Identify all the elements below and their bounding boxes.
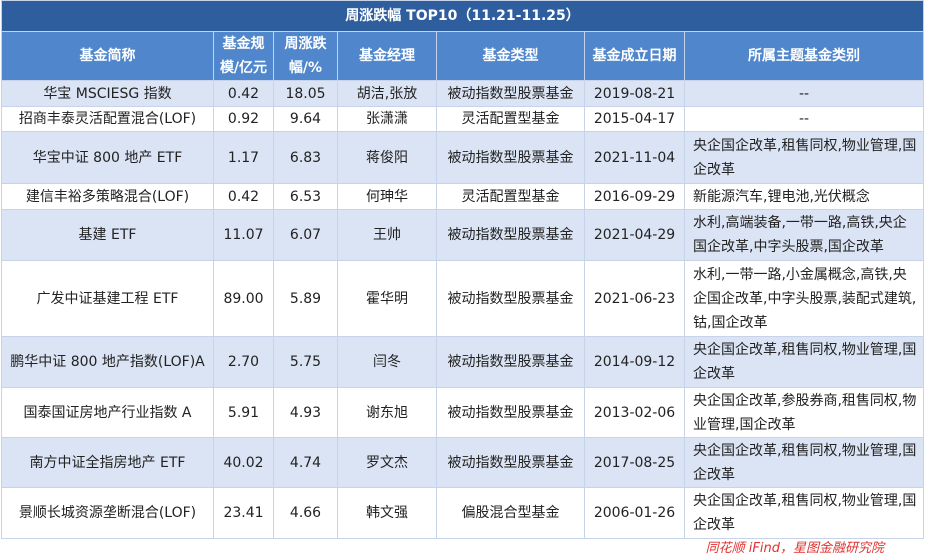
table-cell: 1.17 [213,131,274,184]
table-cell: 9.64 [273,106,338,132]
table-cell: 2013-02-06 [584,387,685,438]
table-cell: 被动指数型股票基金 [436,209,585,261]
table-cell: 2019-08-21 [584,80,685,107]
table-cell: 张潇潇 [337,106,437,132]
table-cell: 5.91 [213,387,274,438]
table-cell: 南方中证全指房地产 ETF [1,437,214,488]
table-row: 景顺长城资源垄断混合(LOF) 23.41 4.66 韩文强 偏股混合型基金 2006-0… [1,487,925,539]
table-cell: 6.07 [273,209,338,261]
table-cell: 6.83 [273,131,338,184]
header-cell: 周涨跌幅/% [273,31,338,81]
table-cell: 被动指数型股票基金 [436,336,585,388]
table-cell: 被动指数型股票基金 [436,80,585,107]
table-row: 华宝中证 800 地产 ETF 1.17 6.83 蒋俊阳 被动指数型股票基金 2021-… [1,131,925,184]
table-cell: 谢东旭 [337,387,437,438]
table-cell: 央企国企改革,参股券商,租售同权,物业管理,国企改革 [683,387,925,438]
table-row: 鹏华中证 800 地产指数(LOF)A 2.70 5.75 闫冬 被动指数型股票基金 20… [1,336,925,388]
table-cell: 新能源汽车,锂电池,光伏概念 [683,183,925,210]
table-cell: 央企国企改革,租售同权,物业管理,国企改革 [683,131,925,184]
header-cell: 基金规模/亿元 [213,31,274,81]
table-cell: 建信丰裕多策略混合(LOF) [1,183,214,210]
table-cell: 2017-08-25 [584,437,685,488]
table-cell: -- [683,106,925,132]
table-row: 广发中证基建工程 ETF 89.00 5.89 霍华明 被动指数型股票基金 2021-06… [1,260,925,337]
table-cell: 华宝 MSCIESG 指数 [1,80,214,107]
table-cell: 4.74 [273,437,338,488]
header-cell: 基金简称 [1,31,214,81]
table-cell: 鹏华中证 800 地产指数(LOF)A [1,336,214,388]
table-cell: 0.42 [213,183,274,210]
table-cell: -- [683,80,925,107]
header-cell: 所属主题基金类别 [683,31,925,81]
table-cell: 40.02 [213,437,274,488]
table-cell: 蒋俊阳 [337,131,437,184]
table-cell: 广发中证基建工程 ETF [1,260,214,337]
table-row: 基建 ETF 11.07 6.07 王帅 被动指数型股票基金 2021-04-29 水利,高… [1,209,925,261]
table-cell: 2.70 [213,336,274,388]
table-cell: 灵活配置型基金 [436,106,585,132]
table-cell: 霍华明 [337,260,437,337]
header-cell: 基金成立日期 [584,31,685,81]
table-cell: 5.75 [273,336,338,388]
table-cell: 18.05 [273,80,338,107]
table-cell: 4.93 [273,387,338,438]
table-cell: 5.89 [273,260,338,337]
table-cell: 央企国企改革,租售同权,物业管理,国企改革 [683,336,925,388]
header-row: 基金简称 基金规模/亿元 周涨跌幅/% 基金经理 基金类型 基金成立日期 所属主题基金类别 [1,31,925,81]
table-cell: 4.66 [273,487,338,539]
fund-table: 周涨跌幅 TOP10（11.21-11.25） 基金简称 基金规模/亿元 周涨跌幅/… [0,0,925,539]
table-cell: 2021-04-29 [584,209,685,261]
table-cell: 水利,高端装备,一带一路,高铁,央企国企改革,中字头股票,国企改革 [683,209,925,261]
table-cell: 华宝中证 800 地产 ETF [1,131,214,184]
table-cell: 2021-11-04 [584,131,685,184]
table-cell: 水利,一带一路,小金属概念,高铁,央企国企改革,中字头股票,装配式建筑,钴,国企… [683,260,925,337]
table-body: 华宝 MSCIESG 指数 0.42 18.05 胡洁,张放 被动指数型股票基金 2019… [1,80,925,539]
table-cell: 被动指数型股票基金 [436,131,585,184]
table-cell: 2014-09-12 [584,336,685,388]
table-cell: 灵活配置型基金 [436,183,585,210]
table-title: 周涨跌幅 TOP10（11.21-11.25） [0,0,925,32]
table-cell: 2006-01-26 [584,487,685,539]
table-row: 华宝 MSCIESG 指数 0.42 18.05 胡洁,张放 被动指数型股票基金 2019… [1,80,925,107]
table-row: 招商丰泰灵活配置混合(LOF) 0.92 9.64 张潇潇 灵活配置型基金 2015-04… [1,106,925,132]
table-row: 国泰国证房地产行业指数 A 5.91 4.93 谢东旭 被动指数型股票基金 2013-02… [1,387,925,438]
table-cell: 闫冬 [337,336,437,388]
table-cell: 央企国企改革,租售同权,物业管理,国企改革 [683,487,925,539]
table-cell: 2015-04-17 [584,106,685,132]
table-cell: 韩文强 [337,487,437,539]
table-cell: 偏股混合型基金 [436,487,585,539]
table-cell: 2016-09-29 [584,183,685,210]
table-cell: 11.07 [213,209,274,261]
table-cell: 央企国企改革,租售同权,物业管理,国企改革 [683,437,925,488]
table-cell: 罗文杰 [337,437,437,488]
table-row: 建信丰裕多策略混合(LOF) 0.42 6.53 何珅华 灵活配置型基金 2016-09-… [1,183,925,210]
table-cell: 胡洁,张放 [337,80,437,107]
table-cell: 0.92 [213,106,274,132]
table-cell: 被动指数型股票基金 [436,387,585,438]
header-cell: 基金类型 [436,31,585,81]
table-cell: 0.42 [213,80,274,107]
table-cell: 基建 ETF [1,209,214,261]
source-note: 同花顺 iFind，星图金融研究院 [705,541,884,556]
table-cell: 6.53 [273,183,338,210]
table-cell: 被动指数型股票基金 [436,437,585,488]
table-cell: 89.00 [213,260,274,337]
table-cell: 2021-06-23 [584,260,685,337]
table-cell: 景顺长城资源垄断混合(LOF) [1,487,214,539]
table-cell: 被动指数型股票基金 [436,260,585,337]
table-cell: 国泰国证房地产行业指数 A [1,387,214,438]
table-row: 南方中证全指房地产 ETF 40.02 4.74 罗文杰 被动指数型股票基金 2017-0… [1,437,925,488]
table-cell: 何珅华 [337,183,437,210]
table-cell: 23.41 [213,487,274,539]
table-cell: 王帅 [337,209,437,261]
table-cell: 招商丰泰灵活配置混合(LOF) [1,106,214,132]
header-cell: 基金经理 [337,31,437,81]
